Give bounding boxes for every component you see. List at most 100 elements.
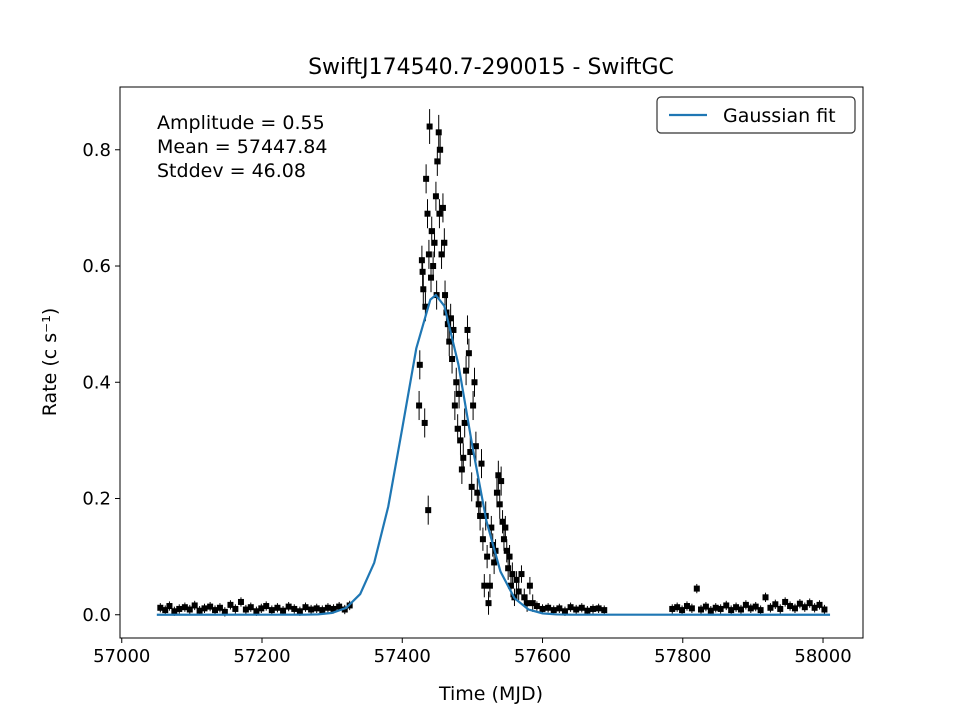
data-point [324, 604, 331, 611]
data-point [529, 600, 536, 607]
data-point [263, 603, 270, 610]
data-point [212, 607, 219, 614]
data-point [436, 210, 443, 217]
data-point [601, 607, 608, 614]
chart-title: SwiftJ174540.7-290015 - SwiftGC [308, 55, 674, 80]
data-point [468, 483, 475, 490]
x-tick-label: 57000 [93, 646, 150, 667]
data-point [274, 604, 281, 611]
data-point [702, 603, 709, 610]
data-point [816, 601, 823, 608]
data-point [166, 603, 173, 610]
data-point [475, 501, 482, 508]
data-point [253, 608, 260, 615]
data-point [590, 605, 597, 612]
data-point [302, 604, 309, 611]
data-point [669, 605, 676, 612]
data-point [737, 606, 744, 613]
data-point [157, 604, 164, 611]
data-point [432, 193, 439, 200]
data-point [419, 268, 426, 275]
data-point [423, 175, 430, 182]
data-point [186, 606, 193, 613]
data-point [434, 158, 441, 165]
data-point [435, 129, 442, 136]
legend-box [656, 96, 856, 134]
data-point [712, 604, 719, 611]
data-point [460, 454, 467, 461]
fit-line [156, 293, 831, 616]
data-point [478, 460, 485, 467]
y-tick-label: 0.4 [82, 372, 111, 393]
data-point [515, 588, 522, 595]
data-point [201, 605, 208, 612]
data-point [457, 437, 464, 444]
data-point [330, 605, 337, 612]
data-point [196, 607, 203, 614]
data-point [442, 292, 449, 299]
data-point [524, 600, 531, 607]
axes-frame [119, 86, 864, 639]
data-point [533, 603, 540, 610]
data-point [674, 604, 681, 611]
data-point [176, 605, 183, 612]
data-point [431, 239, 438, 246]
data-point [498, 478, 505, 485]
data-point [467, 449, 474, 456]
data-point [447, 315, 454, 322]
data-point [470, 402, 477, 409]
data-point [486, 582, 493, 589]
x-tick-label: 57400 [374, 646, 431, 667]
data-point [237, 598, 244, 605]
data-point [319, 607, 326, 614]
data-point [821, 606, 828, 613]
data-point [472, 443, 479, 450]
data-point [767, 604, 774, 611]
data-point [561, 608, 568, 615]
data-point [521, 594, 528, 601]
data-point [506, 553, 513, 560]
data-point [545, 604, 552, 611]
data-point [502, 524, 509, 531]
data-point [573, 606, 580, 613]
data-point [449, 356, 456, 363]
data-point [428, 274, 435, 281]
data-point [728, 607, 735, 614]
data-point [505, 565, 512, 572]
data-point [428, 228, 435, 235]
data-point [801, 604, 808, 611]
data-point [464, 326, 471, 333]
data-point [762, 594, 769, 601]
data-point [495, 472, 502, 479]
data-point [806, 600, 813, 607]
x-axis-label: Time (MJD) [438, 683, 543, 705]
data-point [216, 604, 223, 611]
data-point [584, 607, 591, 614]
data-point [422, 303, 429, 310]
data-point [717, 605, 724, 612]
data-point [698, 606, 705, 613]
fit-annotation: Stddev = 46.08 [157, 160, 306, 182]
data-point [425, 507, 432, 514]
fit-annotation: Amplitude = 0.55 [157, 112, 325, 134]
data-point [493, 489, 500, 496]
data-point [285, 603, 292, 610]
data-point [578, 604, 585, 611]
fit-annotation: Mean = 57447.84 [157, 136, 327, 158]
y-tick-label: 0.6 [82, 256, 111, 277]
data-point [503, 547, 510, 554]
data-point [424, 210, 431, 217]
data-point [451, 402, 458, 409]
x-tick-label: 57800 [654, 646, 711, 667]
data-point [796, 600, 803, 607]
data-point [446, 338, 453, 345]
data-point [811, 604, 818, 611]
data-point [485, 600, 492, 607]
data-point [420, 286, 427, 293]
data-point [438, 251, 445, 258]
data-point [791, 605, 798, 612]
data-point [772, 601, 779, 608]
data-point [757, 607, 764, 614]
data-point [747, 605, 754, 612]
